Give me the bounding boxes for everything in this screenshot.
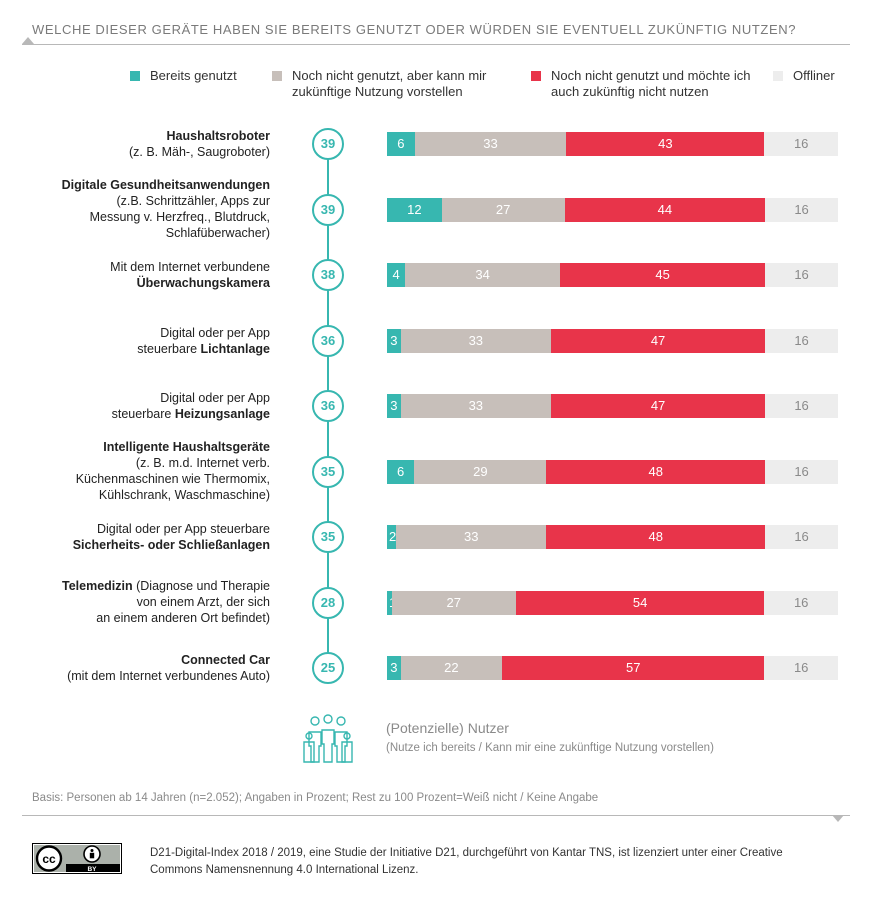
bar-segment-vorstellbar: 27 — [391, 591, 516, 615]
bar-segment-bereits: 6 — [387, 132, 415, 156]
legend-swatch-nicht-nutzen — [531, 71, 541, 81]
bar-segment-nicht-nutzen: 54 — [515, 591, 765, 615]
bar-segment-offliner: 16 — [765, 525, 838, 549]
bar-segment-nicht-nutzen: 44 — [564, 198, 766, 222]
license-text: D21-Digital-Index 2018 / 2019, eine Stud… — [150, 847, 783, 876]
row-label: Telemedizin (Diagnose und Therapie von ei… — [62, 579, 270, 625]
bar-segment-nicht-nutzen: 48 — [546, 460, 766, 484]
bar-segment-bereits: 2 — [387, 525, 396, 549]
svg-text:cc: cc — [42, 852, 56, 866]
legend-label-bereits: Bereits genutzt — [150, 68, 237, 83]
bar-segment-offliner: 16 — [764, 656, 838, 680]
cc-badge-text: BY — [87, 866, 97, 873]
bar-segment-bereits: 3 — [387, 656, 401, 680]
bar-segment-bereits: 3 — [387, 394, 401, 418]
legend-swatch-bereits — [130, 71, 140, 81]
nutzer-circle: 28 — [312, 587, 344, 619]
creative-commons-by-icon: cc BY — [32, 843, 122, 874]
title-divider-marker — [22, 37, 34, 44]
nutzer-circle: 35 — [312, 521, 344, 553]
nutzer-title: (Potenzielle) Nutzer — [386, 720, 509, 736]
bar-segment-bereits: 4 — [387, 263, 406, 287]
legend-label-vorstellbar: Noch nicht genutzt, aber kann mir zukünf… — [292, 68, 487, 99]
row-label: Digital oder per App steuerbare Heizungsa… — [111, 391, 270, 421]
bar-segment-vorstellbar: 22 — [400, 656, 503, 680]
bar-segment-vorstellbar: 33 — [414, 132, 567, 156]
nutzer-circle: 36 — [312, 390, 344, 422]
legend-swatch-vorstellbar — [272, 71, 282, 81]
basis-footnote: Basis: Personen ab 14 Jahren (n=2.052); … — [32, 792, 599, 804]
nutzer-circle: 36 — [312, 325, 344, 357]
row-label: Mit dem Internet verbundene Überwachungsk… — [110, 260, 270, 290]
legend-label-nicht-nutzen: Noch nicht genutzt und möchte ich auch z… — [551, 68, 751, 99]
nutzer-circle: 25 — [312, 652, 344, 684]
bar-segment-offliner: 16 — [765, 263, 838, 287]
row-label: Digital oder per App steuerbare Lichtanla… — [137, 326, 270, 356]
bar-segment-offliner: 16 — [764, 591, 838, 615]
nutzer-circle: 35 — [312, 456, 344, 488]
bar-segment-offliner: 16 — [764, 132, 838, 156]
title-divider — [22, 44, 850, 45]
bar-segment-nicht-nutzen: 47 — [551, 329, 766, 353]
row-label: Connected Car (mit dem Internet verbunden… — [67, 653, 270, 683]
legend-swatch-offliner — [773, 71, 783, 81]
bar-segment-nicht-nutzen: 45 — [560, 263, 766, 287]
footer-divider — [22, 815, 850, 816]
row-label: Intelligente Haushaltsgeräte (z. B. m.d. … — [75, 440, 270, 502]
bar-segment-offliner: 16 — [765, 329, 838, 353]
bar-segment-nicht-nutzen: 47 — [551, 394, 766, 418]
bar-segment-bereits: 3 — [387, 329, 401, 353]
bar-segment-vorstellbar: 33 — [396, 525, 547, 549]
bar-segment-nicht-nutzen: 43 — [566, 132, 765, 156]
bar-segment-offliner: 16 — [765, 460, 838, 484]
bar-segment-nicht-nutzen: 57 — [502, 656, 765, 680]
row-label: Digitale Gesundheitsanwendungen (z.B. Sch… — [61, 178, 270, 240]
bar-segment-vorstellbar: 33 — [400, 329, 551, 353]
bar-segment-bereits: 12 — [387, 198, 442, 222]
bar-segment-nicht-nutzen: 48 — [546, 525, 766, 549]
nutzer-circle: 39 — [312, 194, 344, 226]
footer-divider-marker — [832, 815, 844, 822]
row-label: Digital oder per App steuerbare Sicherhei… — [72, 522, 270, 552]
nutzer-subtitle: (Nutze ich bereits / Kann mir eine zukün… — [386, 742, 714, 754]
bar-segment-offliner: 16 — [765, 198, 838, 222]
nutzer-circle: 39 — [312, 128, 344, 160]
users-group-icon — [303, 714, 353, 763]
bar-segment-bereits: 6 — [387, 460, 415, 484]
nutzer-circle: 38 — [312, 259, 344, 291]
bar-segment-vorstellbar: 27 — [441, 198, 565, 222]
row-label: Haushaltsroboter (z. B. Mäh-, Saugroboter… — [128, 129, 270, 159]
chart-title: WELCHE DIESER GERÄTE HABEN SIE BEREITS G… — [32, 22, 797, 37]
bar-segment-vorstellbar: 34 — [405, 263, 561, 287]
legend-label-offliner: Offliner — [793, 68, 835, 83]
bar-segment-vorstellbar: 29 — [414, 460, 547, 484]
bar-segment-vorstellbar: 33 — [400, 394, 551, 418]
bar-segment-offliner: 16 — [765, 394, 838, 418]
